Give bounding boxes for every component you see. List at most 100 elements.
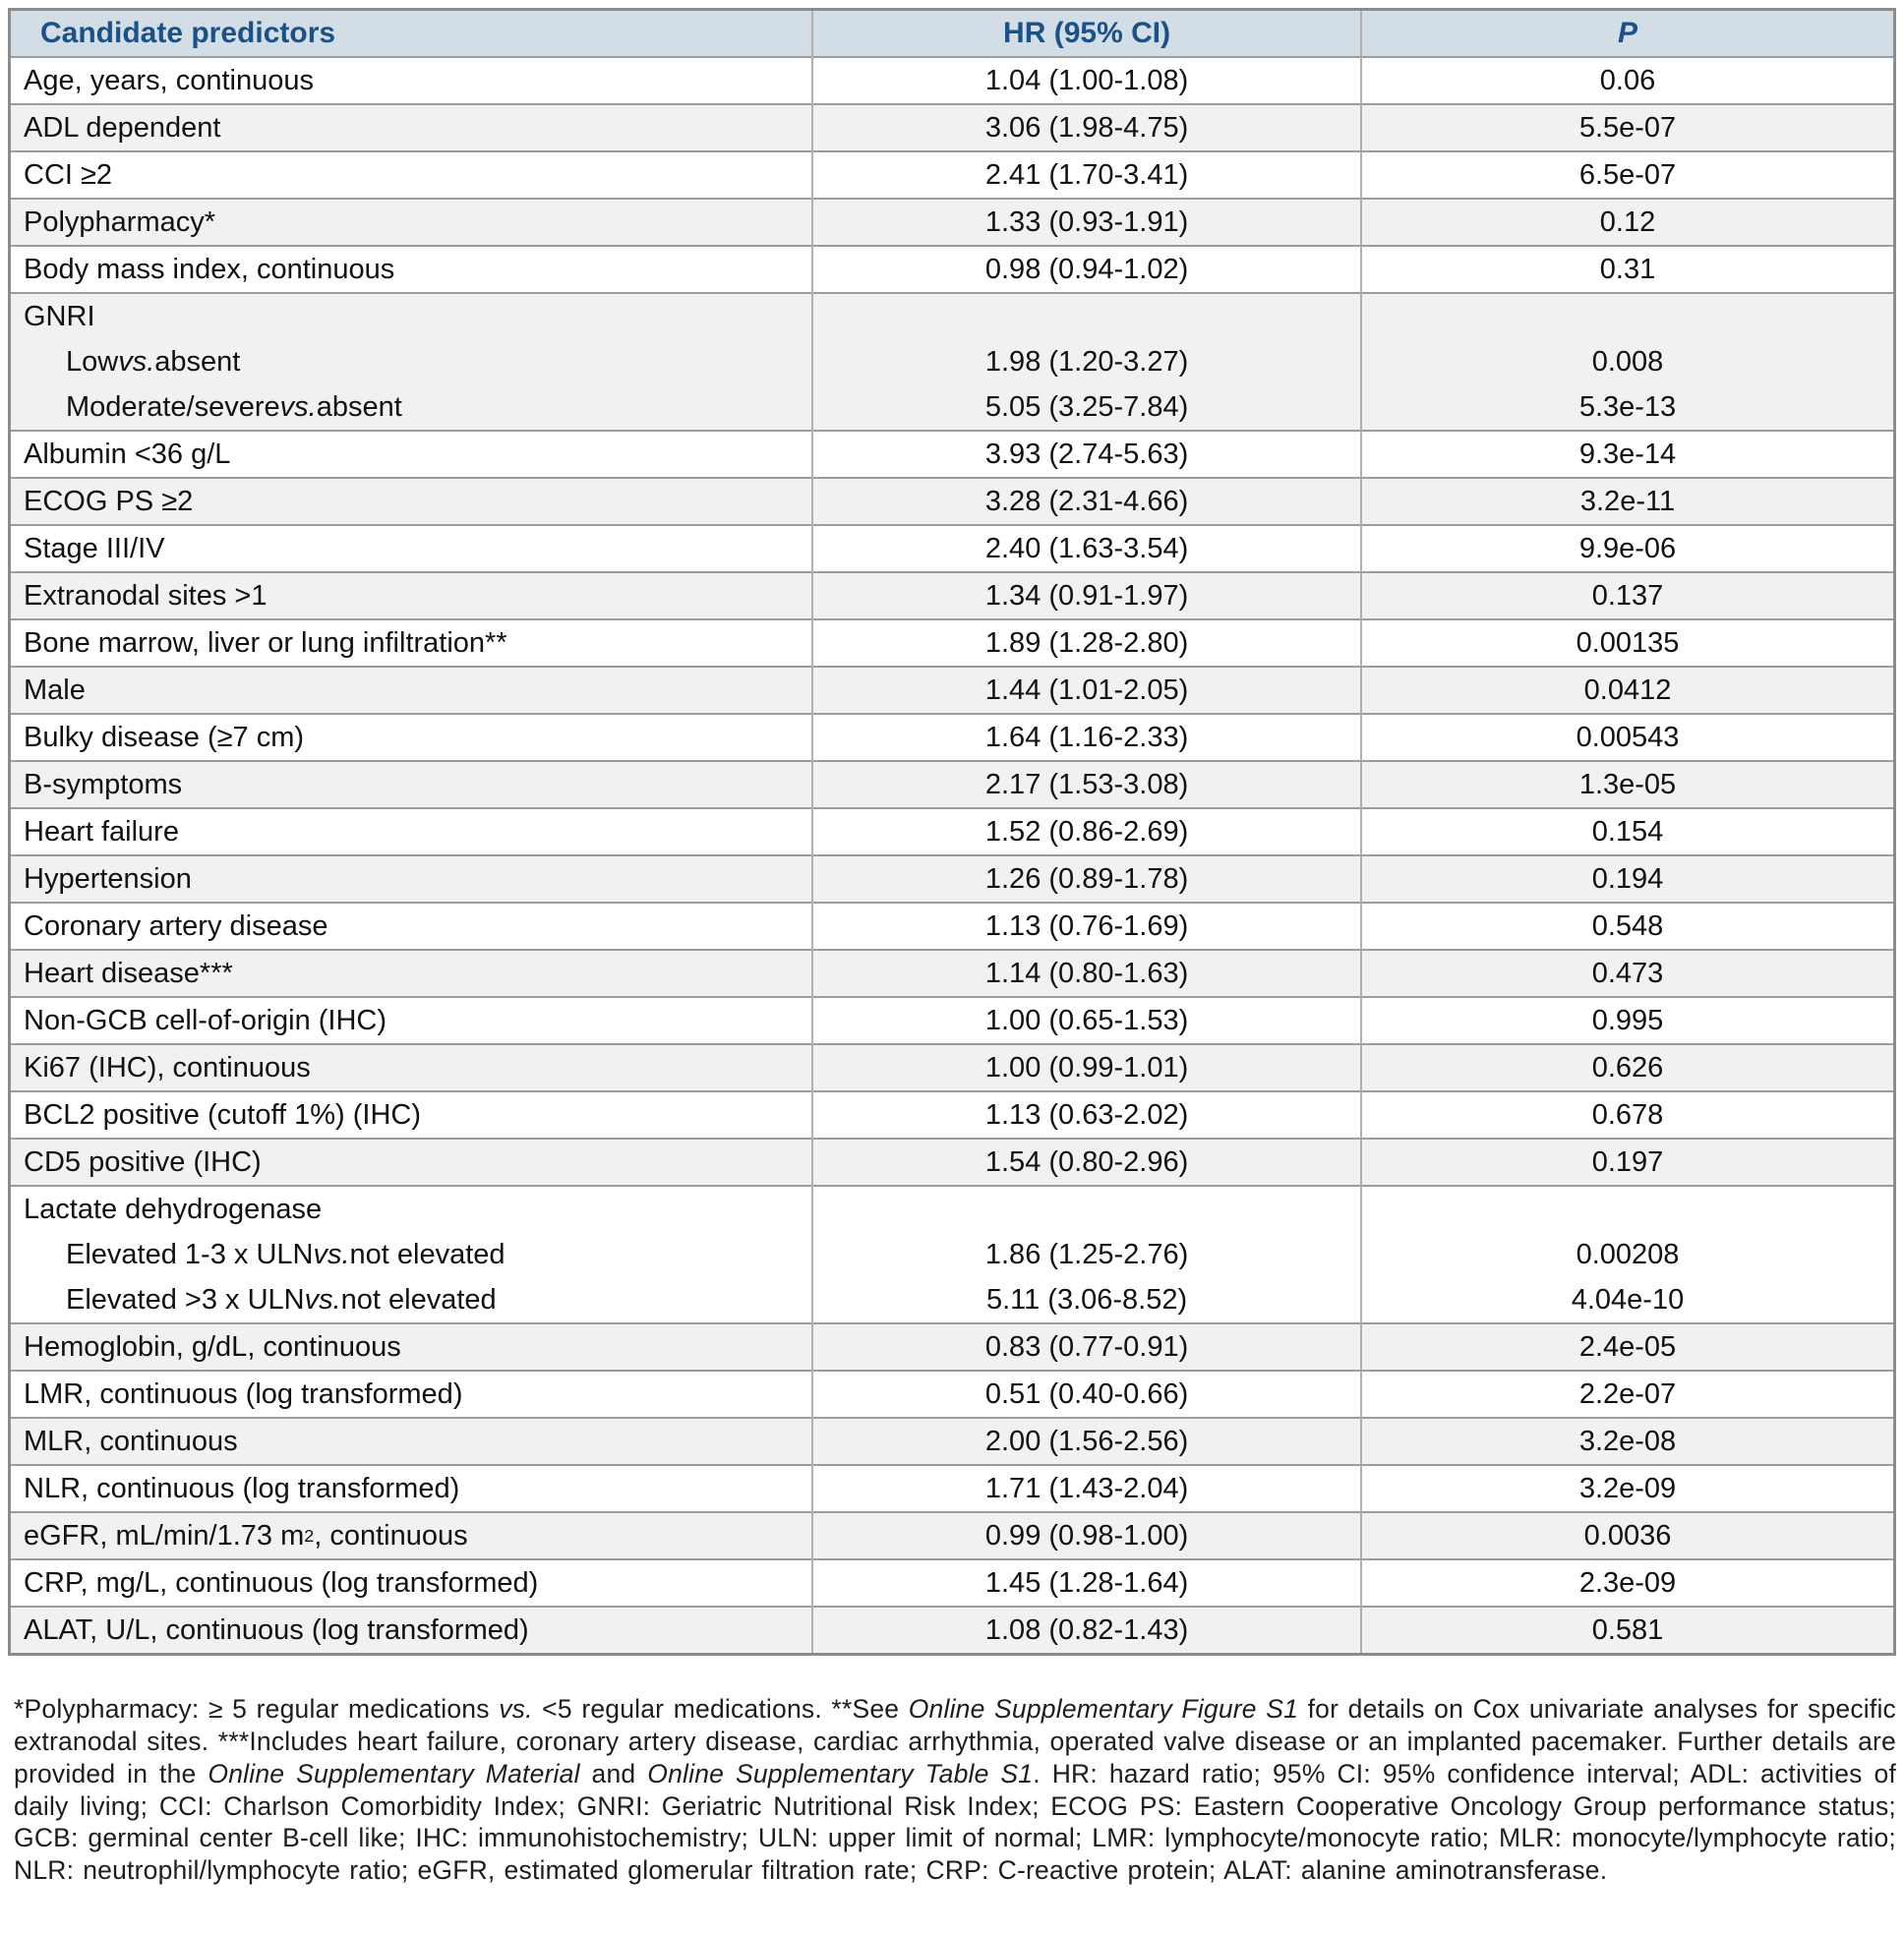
column-header-hr-95ci: HR (95% CI): [811, 9, 1361, 57]
predictor-cell: CRP, mg/L, continuous (log transformed): [10, 1559, 813, 1607]
cell-line: 1.26 (0.89-1.78): [984, 862, 1189, 895]
table-header: Candidate predictors HR (95% CI) P: [9, 9, 1895, 57]
hr-cell: 1.13 (0.76-1.69): [811, 903, 1361, 950]
p-value-cell: 0.00543: [1359, 714, 1895, 761]
cell-line: 1.71 (1.43-2.04): [984, 1472, 1189, 1504]
table-row: Heart disease*** 1.14 (0.80-1.63) 0.473: [9, 950, 1895, 997]
table-row: Non-GCB cell-of-origin (IHC) 1.00 (0.65-1…: [9, 997, 1895, 1044]
p-value-cell: 0.0036: [1359, 1512, 1895, 1559]
cell-line: Extranodal sites >1: [24, 579, 268, 612]
p-value-cell: 2.2e-07: [1359, 1371, 1895, 1418]
predictor-cell: CD5 positive (IHC): [10, 1139, 813, 1186]
predictor-cell: Non-GCB cell-of-origin (IHC): [10, 997, 813, 1044]
table-row: ALAT, U/L, continuous (log transformed) 1…: [9, 1607, 1895, 1655]
cell-line: CD5 positive (IHC): [24, 1145, 262, 1178]
cell-line: 1.04 (1.00-1.08): [984, 64, 1189, 96]
cell-line: 0.548: [1591, 909, 1664, 942]
predictor-cell: Coronary artery disease: [10, 903, 813, 950]
cell-line: Heart failure: [24, 815, 179, 848]
p-value-cell: 9.9e-06: [1359, 525, 1895, 572]
table-row: NLR, continuous (log transformed) 1.71 (1…: [9, 1465, 1895, 1512]
predictor-cell: Age, years, continuous: [10, 57, 813, 104]
predictor-cell: ECOG PS ≥2: [10, 478, 813, 525]
table-row: Age, years, continuous 1.04 (1.00-1.08) 0.…: [9, 57, 1895, 104]
p-value-cell: 0.473: [1359, 950, 1895, 997]
p-value-cell: 0.137: [1359, 572, 1895, 619]
cell-line: CCI ≥2: [24, 158, 113, 191]
table-row: Ki67 (IHC), continuous 1.00 (0.99-1.01) 0.…: [9, 1044, 1895, 1091]
cell-line: 4.04e-10: [1571, 1283, 1685, 1316]
cell-line: Lactate dehydrogenase: [24, 1193, 323, 1225]
table-row: CRP, mg/L, continuous (log transformed) 1…: [9, 1559, 1895, 1607]
cell-line: 5.3e-13: [1578, 390, 1677, 423]
p-value-cell: 3.2e-09: [1359, 1465, 1895, 1512]
cell-line: 1.45 (1.28-1.64): [984, 1566, 1189, 1599]
cell-line: Male: [24, 674, 86, 706]
cell-line: [813, 294, 1360, 339]
predictor-cell: Lactate dehydrogenase Elevated 1-3 x ULN …: [10, 1186, 813, 1323]
hr-cell: 1.04 (1.00-1.08): [811, 57, 1361, 104]
cell-line: 2.41 (1.70-3.41): [984, 158, 1189, 191]
predictor-cell: Extranodal sites >1: [10, 572, 813, 619]
predictor-cell: CCI ≥2: [10, 151, 813, 199]
cell-line: 0.99 (0.98-1.00): [984, 1519, 1189, 1552]
table-row: Stage III/IV 2.40 (1.63-3.54) 9.9e-06: [9, 525, 1895, 572]
cell-line: Elevated 1-3 x ULN vs. not elevated: [66, 1238, 506, 1270]
cell-line: Ki67 (IHC), continuous: [24, 1051, 311, 1084]
cell-line: 1.00 (0.65-1.53): [984, 1004, 1189, 1036]
cell-line: Moderate/severe vs. absent: [66, 390, 402, 423]
table-row: Heart failure 1.52 (0.86-2.69) 0.154: [9, 808, 1895, 855]
cell-line: 0.0036: [1583, 1519, 1672, 1552]
predictor-cell: Ki67 (IHC), continuous: [10, 1044, 813, 1091]
p-value-cell: 0.548: [1359, 903, 1895, 950]
cell-line: 1.89 (1.28-2.80): [984, 626, 1189, 659]
hr-cell: 3.06 (1.98-4.75): [811, 104, 1361, 151]
predictor-cell: LMR, continuous (log transformed): [10, 1371, 813, 1418]
cell-line: 1.13 (0.63-2.02): [984, 1098, 1189, 1131]
cell-line: ECOG PS ≥2: [24, 485, 194, 517]
hr-cell: 1.00 (0.99-1.01): [811, 1044, 1361, 1091]
cell-line: 1.14 (0.80-1.63): [984, 957, 1189, 989]
cell-line: 0.83 (0.77-0.91): [984, 1330, 1189, 1363]
cell-line: 0.626: [1591, 1051, 1664, 1084]
predictor-cell: Polypharmacy*: [10, 199, 813, 246]
predictor-cell: Male: [10, 667, 813, 714]
p-value-cell: 1.3e-05: [1359, 761, 1895, 808]
cell-line: Coronary artery disease: [24, 909, 328, 942]
cell-line: 0.00543: [1576, 721, 1680, 753]
predictor-cell: Bulky disease (≥7 cm): [10, 714, 813, 761]
p-value-cell: 2.3e-09: [1359, 1559, 1895, 1607]
cell-line: 1.34 (0.91-1.97): [984, 579, 1189, 612]
predictor-cell: B-symptoms: [10, 761, 813, 808]
table-row: Bulky disease (≥7 cm) 1.64 (1.16-2.33) 0.0…: [9, 714, 1895, 761]
cell-line: [813, 1187, 1360, 1232]
cell-line: 0.473: [1591, 957, 1664, 989]
predictor-cell: BCL2 positive (cutoff 1%) (IHC): [10, 1091, 813, 1139]
table-row: Body mass index, continuous 0.98 (0.94-1.…: [9, 246, 1895, 293]
hr-cell: 0.98 (0.94-1.02): [811, 246, 1361, 293]
table-row: Extranodal sites >1 1.34 (0.91-1.97) 0.137: [9, 572, 1895, 619]
hr-cell: 1.64 (1.16-2.33): [811, 714, 1361, 761]
table-row: BCL2 positive (cutoff 1%) (IHC) 1.13 (0.6…: [9, 1091, 1895, 1139]
cell-line: 0.31: [1599, 253, 1656, 285]
cell-line: Hypertension: [24, 862, 192, 895]
cell-line: 3.2e-09: [1578, 1472, 1677, 1504]
predictor-cell: ALAT, U/L, continuous (log transformed): [10, 1607, 813, 1655]
hr-cell: 1.00 (0.65-1.53): [811, 997, 1361, 1044]
hr-cell: 0.99 (0.98-1.00): [811, 1512, 1361, 1559]
cell-line: 1.86 (1.25-2.76): [984, 1238, 1189, 1270]
predictor-cell: Hemoglobin, g/dL, continuous: [10, 1323, 813, 1371]
table-row: GNRI Low vs. absent Moderate/severe vs. ab…: [9, 293, 1895, 431]
p-value-cell: 0.197: [1359, 1139, 1895, 1186]
cell-line: 1.54 (0.80-2.96): [984, 1145, 1189, 1178]
table-row: Bone marrow, liver or lung infiltration*…: [9, 619, 1895, 667]
hr-cell: 1.08 (0.82-1.43): [811, 1607, 1361, 1655]
paper-table-page: Candidate predictors HR (95% CI) P Age, …: [8, 8, 1896, 1885]
p-value-cell: 0.581: [1359, 1607, 1895, 1655]
cell-line: 1.33 (0.93-1.91): [984, 205, 1189, 238]
cell-line: Age, years, continuous: [24, 64, 315, 96]
table-row: B-symptoms 2.17 (1.53-3.08) 1.3e-05: [9, 761, 1895, 808]
